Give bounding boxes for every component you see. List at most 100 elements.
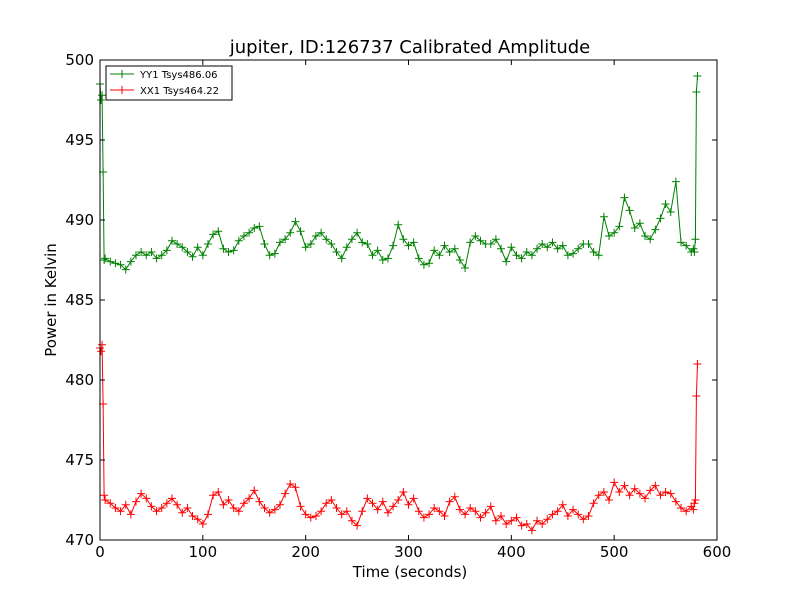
- data-point: [265, 251, 274, 260]
- data-point: [347, 516, 356, 525]
- data-point: [239, 232, 248, 240]
- data-point: [553, 507, 562, 516]
- data-point: [265, 508, 274, 517]
- data-point: [260, 240, 269, 248]
- data-point: [563, 251, 572, 260]
- data-point: [353, 228, 362, 237]
- data-point: [214, 227, 223, 236]
- data-point: [131, 497, 140, 506]
- data-point: [178, 508, 187, 517]
- data-point: [342, 243, 351, 252]
- legend-label-yy1: YY1 Tsys486.06: [139, 70, 218, 81]
- data-point: [337, 510, 346, 519]
- data-point: [167, 494, 176, 503]
- data-point: [656, 491, 665, 500]
- data-point: [486, 240, 495, 248]
- data-point: [198, 520, 207, 528]
- data-point: [641, 232, 650, 240]
- data-point: [275, 500, 284, 509]
- series-xx1: [96, 340, 702, 535]
- data-point: [286, 228, 295, 237]
- data-point: [605, 232, 614, 240]
- data-point: [389, 502, 398, 511]
- data-point: [450, 492, 459, 501]
- data-point: [245, 494, 254, 503]
- data-point: [111, 504, 120, 512]
- data-point: [306, 513, 315, 522]
- x-tick-label: 400: [497, 543, 526, 561]
- data-point: [404, 241, 413, 250]
- data-point: [461, 264, 470, 272]
- data-point: [491, 235, 500, 244]
- data-point: [121, 500, 130, 509]
- data-point: [270, 505, 279, 514]
- data-point: [311, 512, 320, 520]
- data-point: [543, 515, 552, 524]
- data-point: [301, 510, 310, 519]
- data-point: [98, 340, 107, 349]
- y-axis-label: Power in Kelvin: [42, 243, 60, 357]
- data-point: [409, 494, 418, 503]
- data-point: [363, 240, 372, 248]
- x-tick-label: 100: [189, 543, 218, 561]
- data-point: [414, 254, 423, 263]
- series-layer: [96, 72, 702, 535]
- data-point: [682, 241, 691, 250]
- data-point: [106, 257, 115, 266]
- data-point: [188, 512, 197, 520]
- data-point: [584, 240, 593, 248]
- data-point: [157, 504, 166, 512]
- x-tick-label: 500: [600, 543, 629, 561]
- data-point: [332, 248, 341, 256]
- data-point: [641, 494, 650, 503]
- data-point: [430, 504, 439, 512]
- data-point: [491, 516, 500, 525]
- data-point: [466, 238, 475, 247]
- ticks-layer: 0 100 200 300 400 500 600 470 475 480 485 490 495 500: [65, 51, 731, 561]
- data-point: [677, 238, 686, 247]
- x-axis-label: Time (seconds): [352, 563, 468, 581]
- data-point: [430, 246, 439, 255]
- data-point: [615, 222, 624, 231]
- data-point: [589, 248, 598, 256]
- data-point: [522, 248, 531, 256]
- data-point: [219, 500, 228, 509]
- data-point: [203, 240, 212, 248]
- data-point: [594, 251, 603, 260]
- data-point: [497, 244, 506, 253]
- data-point: [538, 520, 547, 528]
- data-point: [234, 236, 243, 245]
- data-point: [646, 235, 655, 244]
- data-point: [589, 499, 598, 508]
- data-point: [651, 225, 660, 234]
- data-point: [630, 484, 639, 493]
- y-tick-label: 475: [65, 451, 94, 469]
- data-point: [584, 512, 593, 520]
- data-point: [229, 504, 238, 512]
- data-point: [126, 257, 135, 266]
- data-point: [281, 489, 290, 498]
- data-point: [100, 256, 109, 264]
- data-point: [137, 489, 146, 498]
- chart-title: jupiter, ID:126737 Calibrated Amplitude: [229, 37, 590, 58]
- data-point: [337, 254, 346, 263]
- data-point: [389, 241, 398, 250]
- data-point: [502, 520, 511, 528]
- data-point: [507, 243, 516, 252]
- data-point: [548, 238, 557, 247]
- data-point: [419, 260, 428, 269]
- data-point: [538, 240, 547, 248]
- legend-marker-yy1: [118, 70, 126, 78]
- data-point: [260, 504, 269, 512]
- data-point: [224, 248, 233, 256]
- data-point: [147, 502, 156, 511]
- y-tick-label: 490: [65, 211, 94, 229]
- data-point: [203, 510, 212, 519]
- data-point: [690, 248, 699, 256]
- data-point: [275, 238, 284, 247]
- data-point: [286, 480, 295, 488]
- data-point: [347, 235, 356, 244]
- data-point: [142, 494, 151, 503]
- data-point: [693, 360, 702, 368]
- y-tick-label: 500: [65, 51, 94, 69]
